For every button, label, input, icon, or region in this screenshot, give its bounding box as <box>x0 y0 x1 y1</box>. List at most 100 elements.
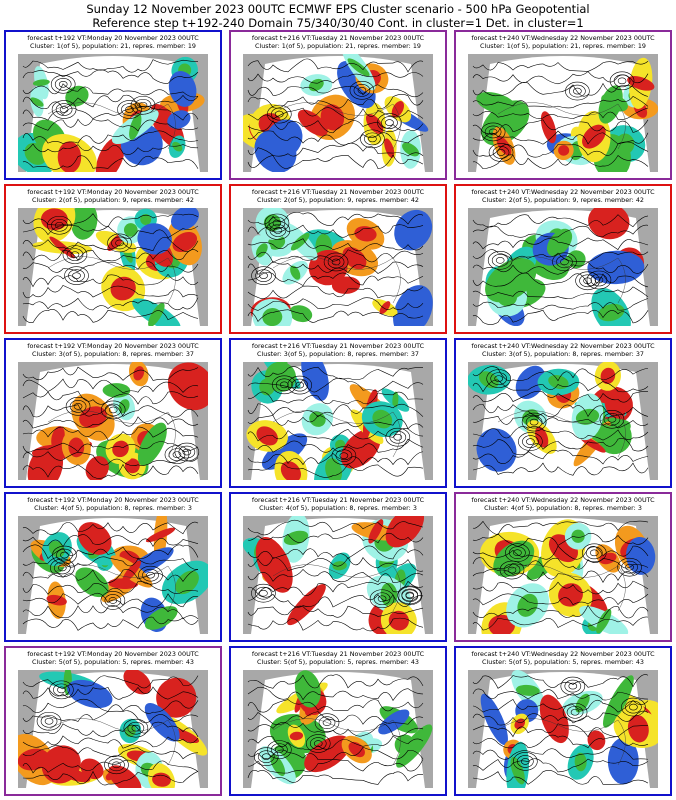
geopotential-map <box>18 516 208 634</box>
negative-anomaly-green <box>290 265 301 280</box>
closed-contour <box>526 438 535 445</box>
closed-contour <box>65 397 91 416</box>
closed-contour <box>368 135 377 143</box>
closed-contour <box>564 679 582 693</box>
geopotential-contour <box>472 710 649 726</box>
geopotential-contour <box>22 556 199 570</box>
geopotential-contour <box>472 520 649 535</box>
negative-anomaly-strong <box>607 737 639 785</box>
positive-anomaly-strong <box>368 519 384 544</box>
closed-contour <box>104 403 122 417</box>
closed-contour <box>599 409 625 429</box>
closed-contour <box>64 266 89 285</box>
negative-anomaly-green <box>394 734 416 755</box>
negative-anomaly-green <box>137 422 167 466</box>
geopotential-contour <box>472 214 649 228</box>
cluster-caption: Cluster: 3(of 5), population: 8, repres.… <box>482 350 644 358</box>
geopotential-map <box>243 208 433 326</box>
cluster-caption: Cluster: 4(of 5), population: 8, repres.… <box>259 504 417 512</box>
positive-anomaly-strong <box>304 735 351 773</box>
geopotential-contour <box>22 441 199 453</box>
positive-anomaly-strong <box>342 247 367 270</box>
geopotential-contour <box>472 61 649 72</box>
geopotential-contour <box>472 154 649 170</box>
positive-anomaly-strong <box>354 226 377 242</box>
closed-contour <box>66 248 84 261</box>
geopotential-contour <box>22 155 199 170</box>
closed-contour <box>55 221 64 229</box>
geopotential-contour <box>247 238 424 252</box>
map-graphic <box>22 362 208 480</box>
closed-contour <box>270 107 288 121</box>
positive-anomaly-strong <box>255 537 293 593</box>
geopotential-contour <box>247 224 424 238</box>
geopotential-map <box>243 670 433 788</box>
negative-anomaly-green <box>262 308 283 326</box>
closed-contour <box>36 711 62 731</box>
closed-contour <box>267 740 292 759</box>
positive-anomaly-strong <box>391 101 405 118</box>
closed-contour <box>560 258 569 266</box>
geopotential-map <box>243 54 433 172</box>
geopotential-contour <box>247 297 424 311</box>
closed-contour <box>70 251 80 258</box>
closed-contour <box>108 406 118 414</box>
geopotential-contour <box>22 534 199 548</box>
negative-anomaly-strong <box>337 60 376 109</box>
closed-contour <box>309 737 327 750</box>
negative-anomaly-green <box>172 141 183 152</box>
closed-contour <box>251 583 276 603</box>
closed-contour <box>131 724 141 732</box>
cluster-panel: forecast t+216 VT:Tuesday 21 November 20… <box>229 184 447 334</box>
closed-contour <box>57 686 66 694</box>
geopotential-contour <box>472 769 649 785</box>
geopotential-contour <box>22 284 199 299</box>
geopotential-contour <box>247 285 424 299</box>
geopotential-contour <box>247 462 424 478</box>
closed-contour <box>138 565 163 585</box>
closed-contour <box>172 451 182 458</box>
closed-contour <box>279 381 289 389</box>
closed-contour <box>529 418 539 426</box>
geopotential-contour <box>472 96 649 109</box>
negative-anomaly-strong <box>393 285 433 326</box>
geopotential-contour <box>247 617 424 632</box>
negative-anomaly-strong <box>168 70 197 107</box>
positive-anomaly-strong <box>256 426 278 446</box>
geopotential-contour <box>22 59 199 73</box>
positive-anomaly-strong <box>280 461 302 480</box>
geopotential-contour <box>247 261 424 275</box>
cluster-caption: Cluster: 5(of 5), population: 5, repres.… <box>257 658 419 666</box>
closed-contour <box>51 218 68 232</box>
coastline <box>497 718 626 766</box>
map-graphic <box>472 56 658 172</box>
positive-anomaly-strong <box>320 104 345 131</box>
cluster-caption: Cluster: 1(of 5), population: 21, repres… <box>255 42 421 50</box>
negative-anomaly-green <box>270 754 286 777</box>
geopotential-contour <box>247 556 424 572</box>
forecast-caption: forecast t+240 VT:Wednesday 22 November … <box>471 188 655 196</box>
geopotential-map <box>468 516 658 634</box>
positive-anomaly-strong <box>110 276 136 301</box>
negative-anomaly-green <box>575 408 600 425</box>
geopotential-contour <box>247 391 424 405</box>
cluster-panel: forecast t+240 VT:Wednesday 22 November … <box>454 646 672 796</box>
closed-contour <box>44 717 54 725</box>
cluster-panel: forecast t+192 VT:Monday 20 November 202… <box>4 646 222 796</box>
closed-contour <box>265 221 291 240</box>
geopotential-contour <box>22 118 199 132</box>
coastline <box>497 410 626 458</box>
closed-contour <box>104 594 122 607</box>
geopotential-contour <box>22 297 199 311</box>
closed-contour <box>275 378 293 392</box>
closed-contour <box>617 557 642 577</box>
forecast-caption: forecast t+216 VT:Tuesday 21 November 20… <box>251 342 425 350</box>
geopotential-contour <box>22 721 199 738</box>
closed-contour <box>579 274 596 288</box>
geopotential-contour <box>472 379 649 393</box>
closed-contour <box>104 755 129 775</box>
cluster-panel: forecast t+240 VT:Wednesday 22 November … <box>454 338 672 488</box>
forecast-caption: forecast t+216 VT:Tuesday 21 November 20… <box>251 496 425 504</box>
closed-contour <box>607 415 617 423</box>
page-subtitle: Reference step t+192-240 Domain 75/340/3… <box>92 16 584 30</box>
